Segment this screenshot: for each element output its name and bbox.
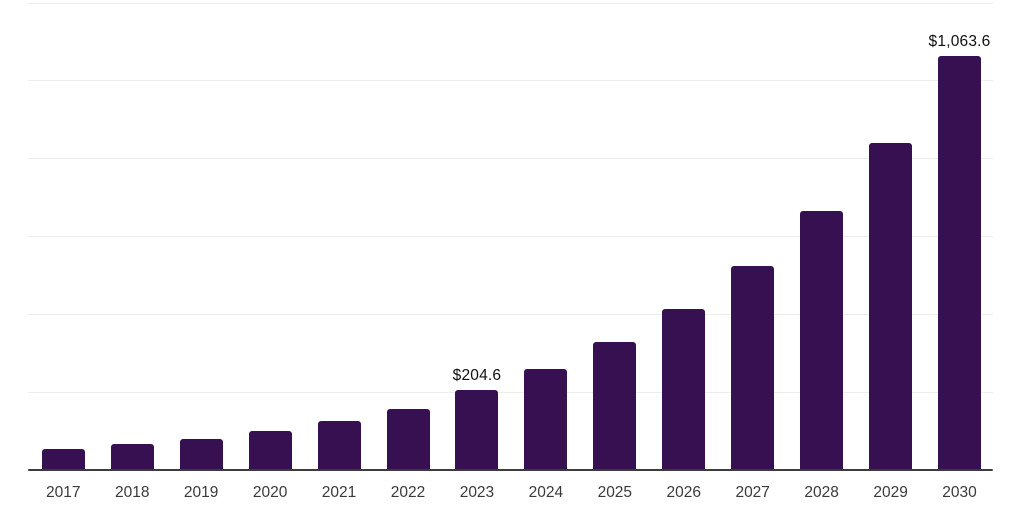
x-tick-label-2024: 2024 [528, 484, 564, 501]
bar-2020 [248, 431, 292, 470]
gridline-600 [28, 236, 993, 237]
x-tick-label-2021: 2021 [321, 484, 357, 501]
gridline-800 [28, 158, 993, 160]
bar-2019 [179, 439, 223, 470]
gridline-1200 [28, 2, 993, 4]
x-tick-label-2019: 2019 [183, 484, 219, 501]
bar-2017 [41, 448, 85, 470]
x-tick-label-2027: 2027 [735, 484, 770, 501]
x-tick-label-2030: 2030 [942, 484, 977, 501]
gridline-1000 [28, 80, 993, 82]
x-axis-line [28, 469, 993, 471]
x-tick-label-2026: 2026 [666, 484, 701, 501]
bar-2021 [317, 421, 361, 470]
bar-2024 [524, 369, 568, 470]
bar-2028 [800, 211, 844, 470]
data-label-2023: $204.6 [452, 367, 502, 385]
bar-2023 [455, 390, 499, 470]
bar-2022 [386, 409, 430, 470]
bar-2025 [593, 342, 637, 470]
data-label-2030: $1,063.6 [928, 33, 991, 51]
x-tick-label-2028: 2028 [804, 484, 839, 501]
x-tick-label-2020: 2020 [252, 484, 288, 501]
bar-2018 [110, 443, 154, 470]
x-tick-label-2023: 2023 [459, 484, 495, 501]
x-tick-label-2018: 2018 [114, 484, 150, 501]
x-tick-label-2029: 2029 [873, 484, 908, 501]
bar-2026 [662, 308, 706, 470]
x-tick-label-2022: 2022 [390, 484, 426, 501]
x-tick-label-2017: 2017 [46, 484, 81, 501]
x-tick-label-2025: 2025 [597, 484, 633, 501]
bar-2030 [938, 56, 982, 470]
bar-2029 [869, 142, 913, 470]
gridline-200 [28, 391, 993, 393]
gridline-400 [28, 313, 993, 315]
bar-2027 [731, 265, 775, 470]
